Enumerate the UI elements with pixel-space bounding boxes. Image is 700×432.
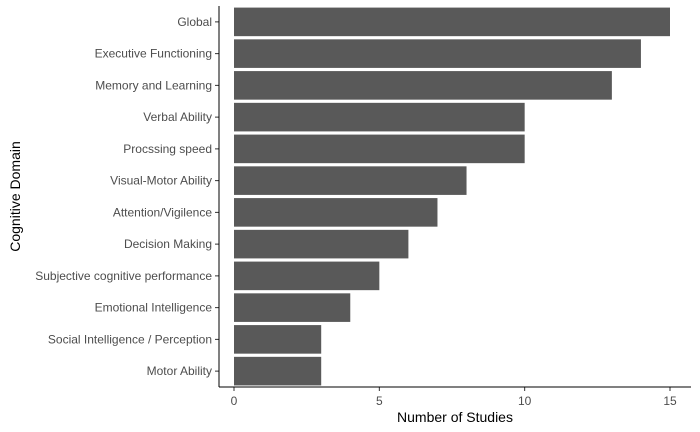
x-tick-label: 15 bbox=[663, 394, 677, 408]
y-axis-title: Cognitive Domain bbox=[7, 141, 23, 252]
y-tick-labels: Global Executive Functioning Memory and Le… bbox=[35, 15, 219, 378]
y-tick-label: Global bbox=[177, 15, 212, 29]
bar-3 bbox=[234, 102, 525, 132]
y-tick-label: Verbal Ability bbox=[143, 110, 212, 124]
bar-1 bbox=[234, 39, 641, 68]
y-tick-label: Emotional Intelligence bbox=[95, 301, 213, 315]
x-tick-label: 5 bbox=[376, 394, 383, 408]
x-ticks: 0 5 10 15 bbox=[231, 387, 677, 408]
x-axis-title: Number of Studies bbox=[397, 409, 513, 425]
bar-4 bbox=[234, 134, 525, 164]
y-tick-label: Subjective cognitive performance bbox=[35, 269, 212, 283]
x-tick-label: 10 bbox=[518, 394, 532, 408]
x-tick-label: 0 bbox=[231, 394, 238, 408]
bar-0 bbox=[234, 7, 670, 37]
bar-8 bbox=[234, 261, 380, 291]
bar-10 bbox=[234, 325, 322, 354]
y-tick-label: Social Intelligence / Perception bbox=[48, 332, 212, 346]
bar-2 bbox=[234, 71, 612, 100]
y-tick-label: Procssing speed bbox=[123, 142, 212, 156]
y-tick-label: Motor Ability bbox=[147, 364, 212, 378]
bar-5 bbox=[234, 166, 467, 195]
bar-9 bbox=[234, 293, 351, 322]
y-tick-label: Decision Making bbox=[124, 237, 212, 251]
y-tick-label: Memory and Learning bbox=[95, 78, 212, 92]
y-tick-label: Attention/Vigilence bbox=[113, 205, 213, 219]
bars-group bbox=[234, 7, 670, 386]
bar-6 bbox=[234, 198, 438, 227]
y-tick-label: Visual-Motor Ability bbox=[110, 174, 212, 188]
bar-11 bbox=[234, 356, 322, 386]
y-tick-label: Executive Functioning bbox=[95, 47, 212, 61]
bar-7 bbox=[234, 229, 409, 259]
